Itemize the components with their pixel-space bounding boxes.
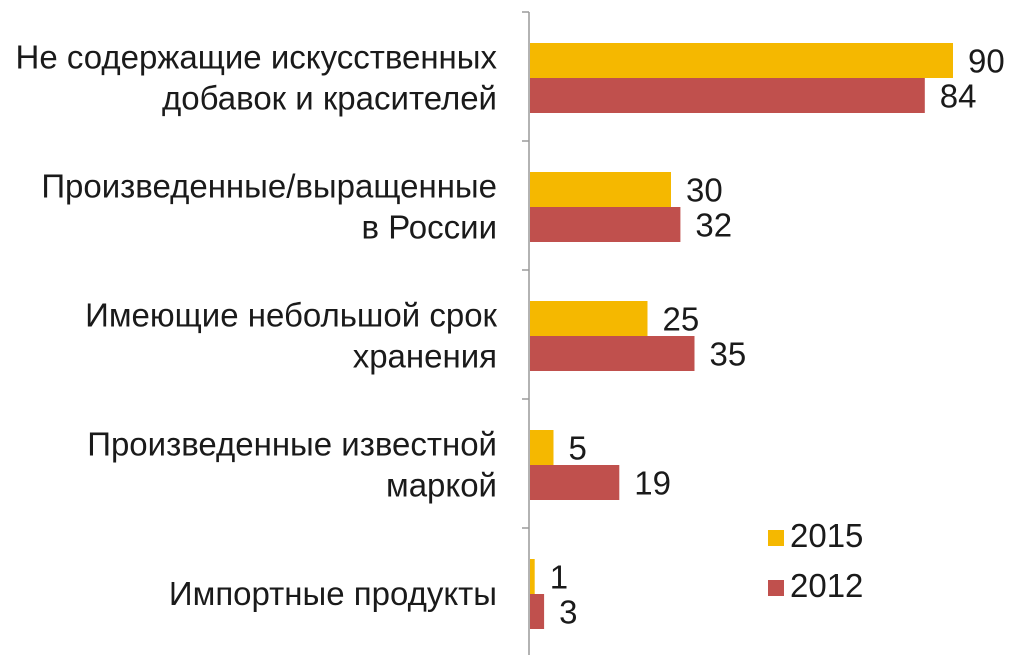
bar-2015 (530, 301, 648, 336)
data-label: 84 (940, 78, 977, 115)
category-label: Имеющие небольшой срок (85, 297, 497, 334)
category-label: Произведенные известной (87, 426, 497, 463)
data-label: 5 (569, 430, 587, 467)
category-label: Не содержащие искусственных (15, 39, 497, 76)
bar-2012 (530, 336, 695, 371)
bar-2015 (530, 172, 671, 207)
data-label: 35 (710, 336, 747, 373)
data-label: 32 (695, 207, 732, 244)
data-label: 90 (968, 43, 1005, 80)
data-label: 25 (663, 301, 700, 338)
data-label: 3 (559, 594, 577, 631)
bar-2012 (530, 465, 620, 500)
bar-2015 (530, 559, 535, 594)
bar-2012 (530, 207, 681, 242)
legend: 2015 2012 (768, 517, 863, 604)
legend-label-2012: 2012 (790, 567, 863, 604)
legend-swatch-2015 (768, 530, 784, 546)
category-label: в России (362, 209, 497, 246)
bar-2015 (530, 430, 554, 465)
bar-2012 (530, 594, 545, 629)
legend-label-2015: 2015 (790, 517, 863, 554)
category-label: хранения (353, 338, 497, 375)
bars-layer (530, 43, 953, 629)
category-label: добавок и красителей (162, 80, 497, 117)
category-label: Произведенные/выращенные (41, 168, 497, 205)
category-label: маркой (386, 467, 497, 504)
data-label: 30 (686, 172, 723, 209)
data-label: 19 (634, 465, 671, 502)
category-label: Импортные продукты (169, 575, 497, 612)
data-label: 1 (550, 559, 568, 596)
labels-layer: Не содержащие искусственных добавок и кра… (15, 39, 1004, 631)
bar-2015 (530, 43, 953, 78)
axis-layer (522, 11, 530, 655)
bar-2012 (530, 78, 925, 113)
legend-swatch-2012 (768, 580, 784, 596)
